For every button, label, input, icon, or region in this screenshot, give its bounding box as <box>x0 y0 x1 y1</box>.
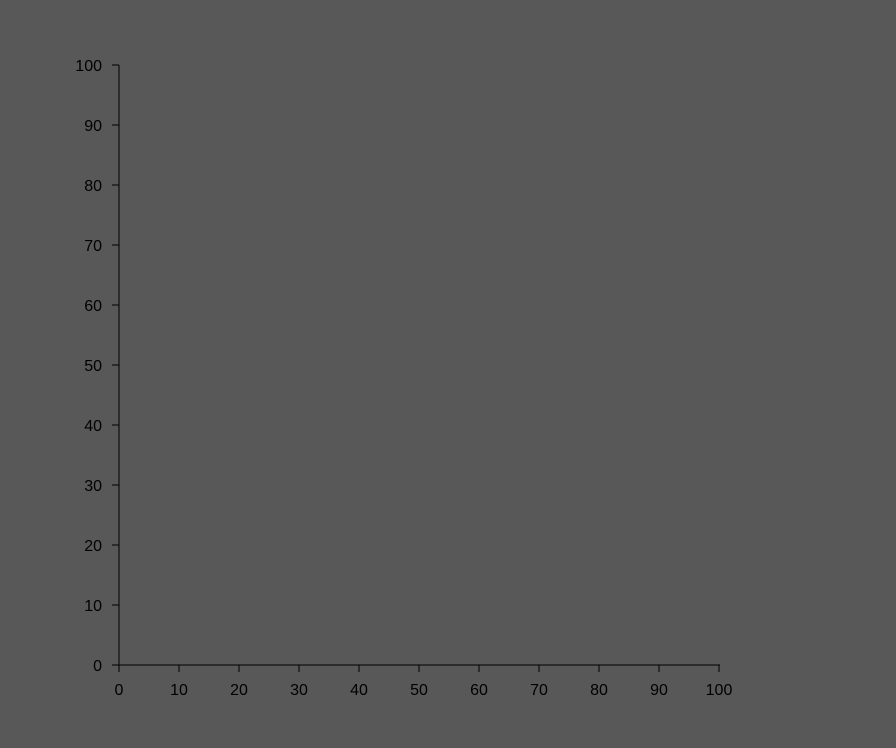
y-axis: 0 10 20 30 40 50 60 70 80 90 100 <box>75 58 120 675</box>
y-tick-label: 0 <box>93 658 102 675</box>
x-tick-label: 80 <box>590 682 608 699</box>
x-tick-label: 10 <box>170 682 188 699</box>
y-tick-label: 50 <box>84 358 102 375</box>
x-tick-label: 20 <box>230 682 248 699</box>
y-tick-label: 20 <box>84 538 102 555</box>
y-tick-label: 100 <box>75 58 102 75</box>
x-tick-label: 30 <box>290 682 308 699</box>
y-tick-label: 90 <box>84 118 102 135</box>
y-tick-label: 60 <box>84 298 102 315</box>
y-tick-label: 30 <box>84 478 102 495</box>
x-tick-label: 100 <box>706 682 733 699</box>
x-axis: 0 10 20 30 40 50 60 70 80 90 100 <box>115 664 733 699</box>
x-tick-label: 60 <box>470 682 488 699</box>
x-tick-label: 0 <box>115 682 124 699</box>
y-tick-label: 40 <box>84 418 102 435</box>
y-tick-label: 70 <box>84 238 102 255</box>
y-tick-label: 10 <box>84 598 102 615</box>
x-tick-label: 90 <box>650 682 668 699</box>
x-tick-label: 40 <box>350 682 368 699</box>
y-ticks: 0 10 20 30 40 50 60 70 80 90 100 <box>75 58 119 675</box>
y-tick-label: 80 <box>84 178 102 195</box>
x-ticks: 0 10 20 30 40 50 60 70 80 90 100 <box>115 665 733 699</box>
x-tick-label: 70 <box>530 682 548 699</box>
x-tick-label: 50 <box>410 682 428 699</box>
